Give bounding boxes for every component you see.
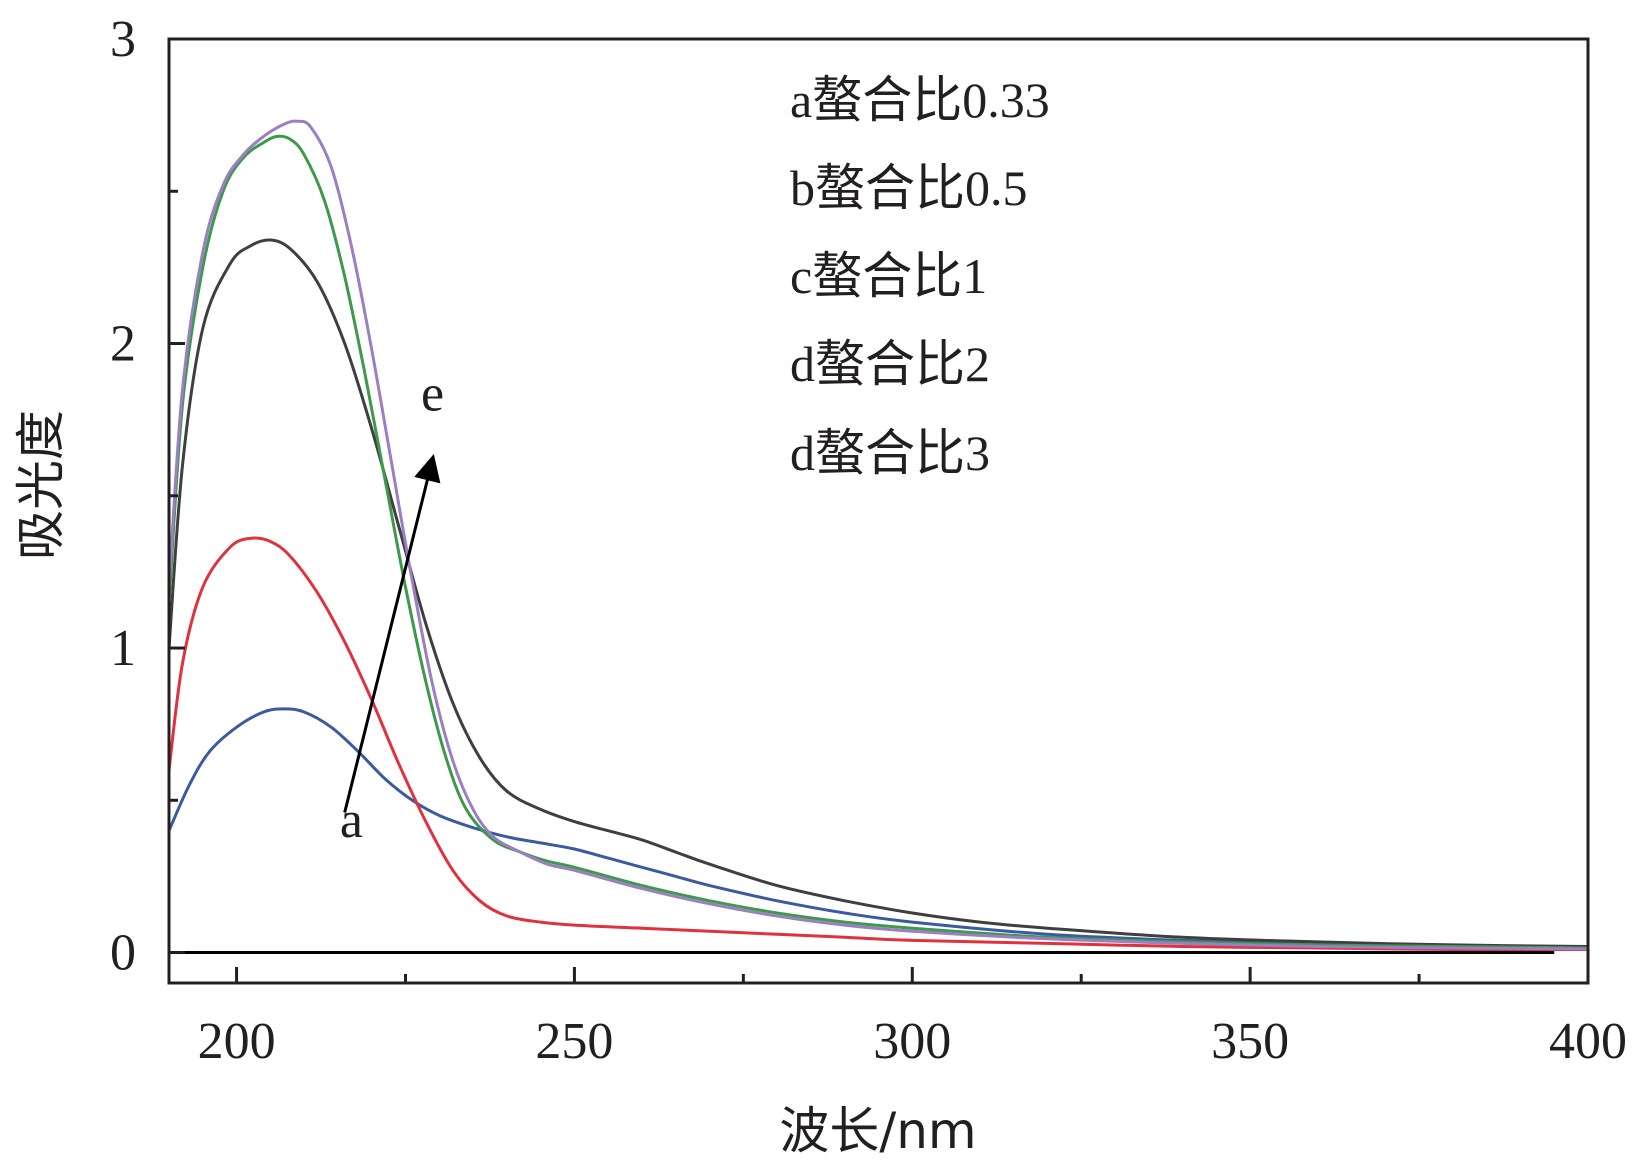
- x-tick-label: 400: [1549, 1013, 1627, 1070]
- annotation-a: a: [340, 792, 363, 849]
- x-tick-label: 250: [535, 1013, 613, 1070]
- y-tick-label: 0: [110, 925, 136, 982]
- series-layer: [169, 119, 1588, 952]
- legend-entry-a: a螯合比0.33: [790, 72, 1050, 128]
- series-line-b: [169, 536, 1588, 952]
- legend-entry-c: c螯合比1: [790, 248, 987, 304]
- series-line-d: [169, 134, 1588, 950]
- x-tick-labels: 200 250 300 350 400: [198, 1013, 1627, 1070]
- y-axis-label: 吸光度: [12, 410, 70, 560]
- series-line-a: [169, 707, 1588, 951]
- x-tick-label: 200: [198, 1013, 276, 1070]
- legend: a螯合比0.33 b螯合比0.5 c螯合比1 d螯合比2 d螯合比3: [790, 72, 1050, 481]
- legend-entry-d: d螯合比2: [790, 336, 990, 392]
- plot-frame: [167, 37, 1590, 985]
- x-axis-label: 波长/nm: [779, 1102, 976, 1160]
- y-tick-label: 3: [110, 11, 136, 68]
- series-line-c: [169, 238, 1588, 948]
- x-tick-label: 300: [873, 1013, 951, 1070]
- y-tick-label: 2: [110, 316, 136, 373]
- annotation-e: e: [421, 366, 444, 423]
- legend-entry-b: b螯合比0.5: [790, 160, 1028, 216]
- legend-entry-e: d螯合比3: [790, 425, 990, 481]
- ticks-layer: [169, 37, 1590, 983]
- y-tick-label: 1: [110, 620, 136, 677]
- x-tick-label: 350: [1211, 1013, 1289, 1070]
- trend-arrow: [343, 453, 441, 813]
- y-tick-labels: 0 1 2 3: [110, 11, 136, 982]
- series-line-e: [169, 119, 1588, 951]
